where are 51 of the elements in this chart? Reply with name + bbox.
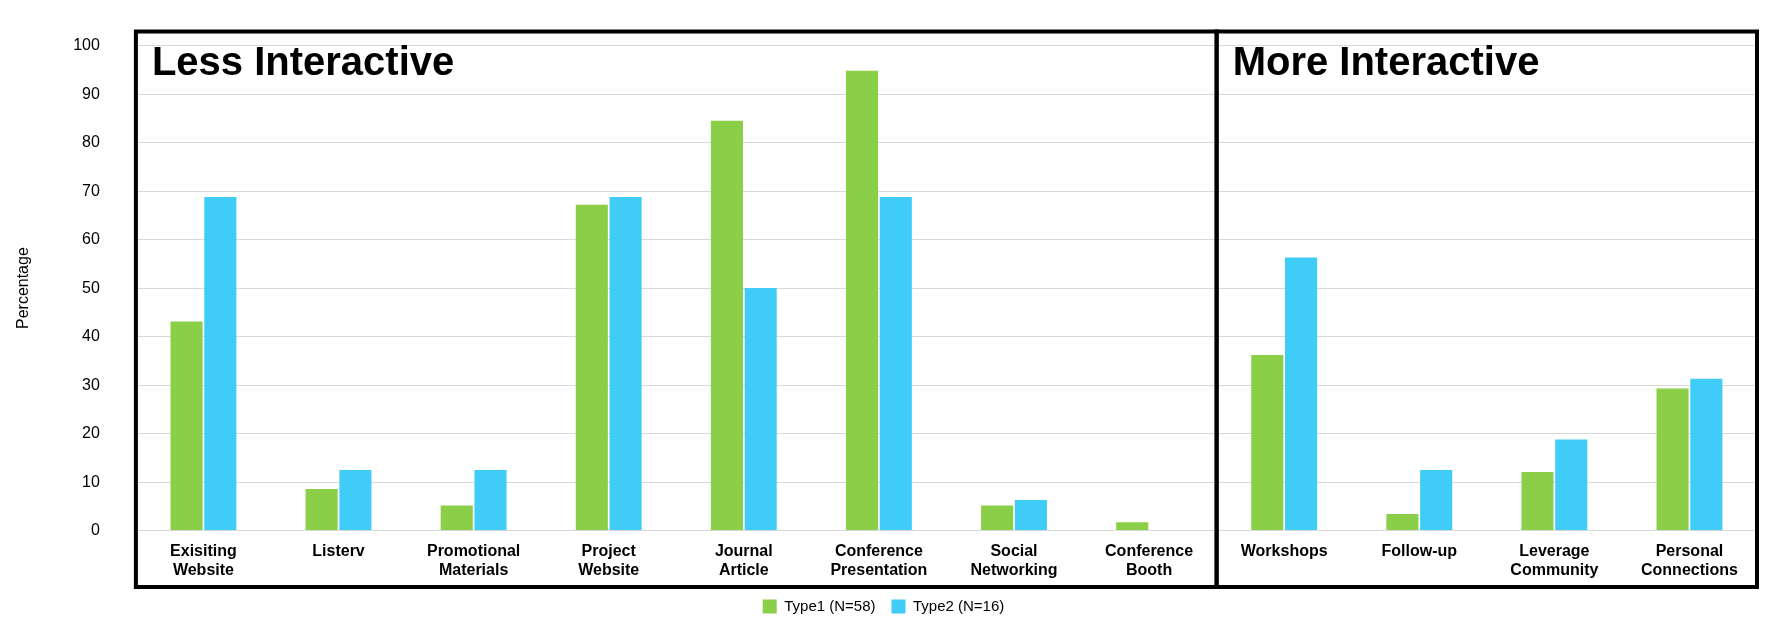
x-tick-label: Social Networking [970,541,1058,578]
y-tick-label: 70 [82,181,100,199]
bar [1116,522,1149,531]
x-tick-label: Follow-up [1381,541,1458,559]
bar [1420,469,1453,531]
bar [1521,471,1554,531]
bar [744,288,777,531]
y-axis-title: Percentage [14,247,32,330]
annotation: More Interactive [1232,38,1540,83]
x-tick-label: Workshops [1240,541,1328,559]
bar [879,196,912,531]
x-tick-label: Exisiting Website [170,541,237,578]
y-tick-label: 60 [82,230,100,248]
bar [1386,514,1419,531]
bar [609,196,642,531]
bar [1690,378,1723,531]
legend-label: Type2 (N=16) [913,596,1005,614]
bar [981,505,1014,531]
x-tick-label: Journal Article [714,541,773,578]
bar [1555,439,1588,531]
y-tick-label: 100 [73,36,100,54]
x-tick-label: Listerv [312,541,365,559]
bar [474,469,507,531]
bar [575,204,608,531]
bar [204,196,237,531]
x-tick-label: Conference Booth [1105,541,1194,578]
y-tick-label: 20 [82,424,100,442]
y-tick-label: 0 [90,521,100,539]
y-tick-label: 40 [82,327,100,345]
x-tick-label: Project Website [578,541,640,578]
bar [1251,355,1284,531]
bar [339,469,372,531]
bar [170,321,203,531]
y-tick-label: 50 [82,278,100,296]
x-tick-label: Leverage Community [1510,541,1599,578]
x-tick-label: Personal Connections [1641,541,1738,578]
x-tick-label: Promotional Materials [426,541,521,578]
y-tick-label: 10 [82,472,100,490]
y-tick-label: 30 [82,375,100,393]
x-tick-label: Conference Presentation [830,541,928,578]
y-tick-label: 90 [82,84,100,102]
bar [710,120,743,531]
annotation: Less Interactive [151,38,455,83]
bar [440,505,473,531]
bar [1656,388,1689,531]
legend-label: Type1 (N=58) [784,596,876,614]
bar [1285,257,1318,531]
bar [305,488,338,531]
bar [1014,500,1047,531]
y-tick-label: 80 [82,133,100,151]
bar [845,70,879,531]
